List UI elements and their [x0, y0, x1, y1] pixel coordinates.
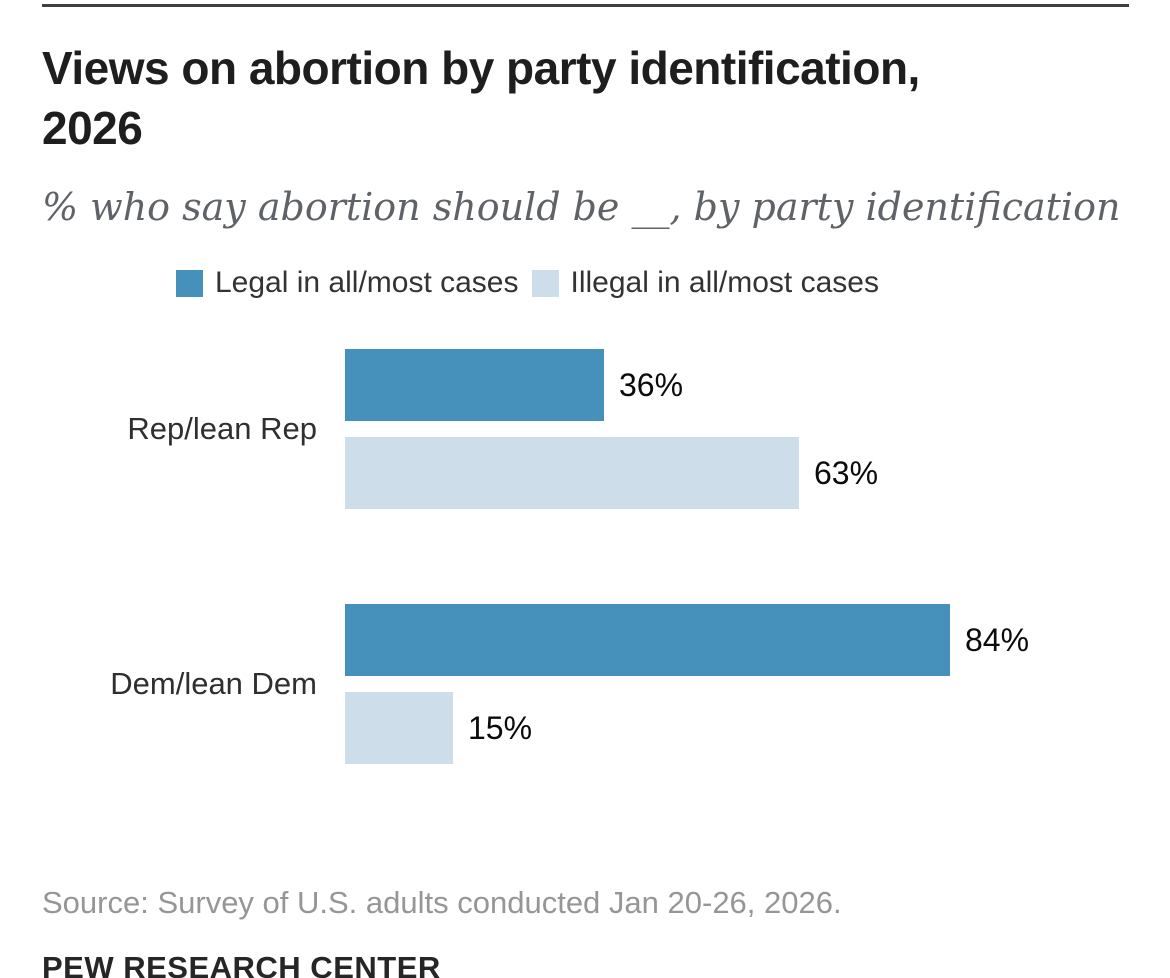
legend-item: Legal in all/most cases: [176, 268, 519, 298]
bar-group: Rep/lean Rep 36% 63%: [42, 349, 1129, 509]
bar-row: 36%: [345, 349, 1129, 421]
legend-item: Illegal in all/most cases: [531, 266, 879, 299]
bar-row: 63%: [345, 437, 1129, 509]
chart-subtitle: % who say abortion should be __, by part…: [42, 185, 1121, 229]
legend: Legal in all/most cases Illegal in all/mo…: [176, 268, 1129, 298]
page-title-line1: Views on abortion by party identificatio…: [42, 42, 920, 94]
bar: [345, 437, 799, 509]
bar: [345, 604, 950, 676]
source-note: Source: Survey of U.S. adults conducted …: [42, 885, 842, 920]
legend-swatch-icon: [176, 269, 203, 297]
bars-column: 84% 15%: [345, 604, 1129, 764]
value-label: 84%: [965, 621, 1030, 658]
brand-footer: PEW RESEARCH CENTER: [42, 950, 441, 978]
page-title: Views on abortion by party identificatio…: [42, 38, 1129, 158]
bars-column: 36% 63%: [345, 349, 1129, 509]
page-title-line2: 2026: [42, 102, 143, 154]
bar-row: 84%: [345, 604, 1129, 676]
bar-group: Dem/lean Dem 84% 15%: [42, 604, 1129, 764]
bar: [345, 349, 604, 421]
legend-swatch-icon: [531, 269, 559, 297]
bar-row: 15%: [345, 692, 1129, 764]
bar-chart: Rep/lean Rep 36% 63% Dem/lean Dem 84% 15%: [42, 349, 1129, 764]
value-label: 63%: [814, 454, 879, 491]
category-label: Dem/lean Dem: [110, 666, 317, 701]
bar: [345, 692, 453, 764]
top-rule: [42, 4, 1129, 7]
legend-label: Illegal in all/most cases: [570, 266, 879, 299]
category-label: Rep/lean Rep: [127, 411, 317, 446]
value-label: 15%: [468, 709, 533, 746]
legend-label: Legal in all/most cases: [215, 266, 519, 299]
value-label: 36%: [619, 366, 684, 403]
